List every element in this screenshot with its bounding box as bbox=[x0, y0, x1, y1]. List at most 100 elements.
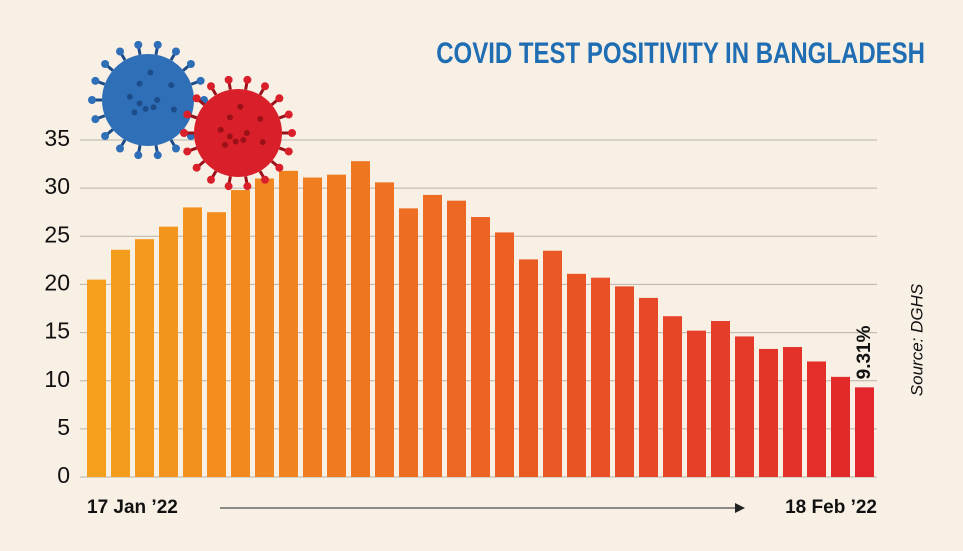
virus-dot bbox=[243, 130, 250, 136]
virus-spike-tip bbox=[207, 175, 215, 184]
virus-dot bbox=[222, 141, 229, 148]
virus-spike-tip bbox=[261, 82, 269, 91]
virus-spike-tip bbox=[134, 40, 143, 49]
bar bbox=[855, 387, 874, 477]
virus-spike-tip bbox=[284, 110, 293, 119]
virus-dot bbox=[237, 103, 244, 110]
bar bbox=[831, 376, 850, 477]
virus-spike-tip bbox=[186, 60, 195, 69]
source: Source: DGHS bbox=[907, 283, 926, 396]
y-tick-label: 30 bbox=[44, 173, 70, 199]
virus-body bbox=[102, 54, 194, 146]
bar bbox=[471, 217, 490, 477]
bar bbox=[87, 279, 106, 477]
bar bbox=[327, 174, 346, 478]
virus-dot bbox=[226, 114, 233, 121]
virus-spike-tip bbox=[116, 144, 124, 153]
bars bbox=[87, 161, 874, 478]
bar bbox=[759, 348, 778, 477]
y-tick-label: 35 bbox=[44, 125, 70, 151]
virus-spike-tip bbox=[224, 182, 233, 191]
virus-dot bbox=[136, 80, 143, 87]
bar bbox=[735, 336, 754, 477]
bar bbox=[231, 190, 250, 477]
virus-spike-tip bbox=[192, 163, 201, 172]
virus-spike-tip bbox=[243, 182, 252, 191]
virus-spike-tip bbox=[116, 47, 124, 56]
virus-spike-tip bbox=[180, 129, 188, 137]
bar bbox=[639, 297, 658, 477]
bar bbox=[255, 178, 274, 477]
arrow-head bbox=[735, 503, 745, 513]
virus-dot bbox=[168, 82, 175, 89]
bar bbox=[663, 316, 682, 477]
bar bbox=[303, 177, 322, 477]
virus-spike-tip bbox=[101, 131, 110, 140]
virus-spike-tip bbox=[134, 151, 143, 160]
bar bbox=[351, 161, 370, 477]
y-tick-label: 15 bbox=[44, 318, 70, 344]
bar bbox=[159, 226, 178, 477]
virus-dot bbox=[259, 139, 266, 146]
y-tick-label: 5 bbox=[57, 414, 70, 440]
virus-spike-tip bbox=[183, 147, 192, 156]
virus-spike-tip bbox=[153, 151, 162, 160]
virus-spike-tip bbox=[91, 115, 100, 124]
virus-spike-tip bbox=[243, 75, 252, 84]
virus-spike-tip bbox=[88, 96, 96, 104]
virus-dot bbox=[136, 100, 143, 107]
y-tick-label: 0 bbox=[57, 462, 70, 488]
virus-dot bbox=[217, 126, 224, 133]
bar bbox=[543, 250, 562, 477]
virus-dot bbox=[240, 136, 247, 143]
virus-dot bbox=[154, 97, 161, 103]
x-tick-label: 17 Jan ’22 bbox=[87, 497, 178, 518]
virus-spike-tip bbox=[153, 40, 162, 49]
virus-spike-tip bbox=[207, 82, 215, 91]
virus-dot bbox=[257, 115, 264, 122]
bar bbox=[495, 232, 514, 477]
virus-spike-tip bbox=[91, 76, 100, 85]
virus-dot bbox=[131, 109, 138, 116]
virus-spike-tip bbox=[196, 76, 205, 85]
bar bbox=[567, 273, 586, 477]
x-tick-label: 18 Feb ’22 bbox=[785, 497, 877, 518]
virus-spike-tip bbox=[101, 60, 110, 69]
virus-spike-tip bbox=[192, 94, 201, 103]
virus-dot bbox=[147, 69, 154, 76]
virus-dot bbox=[150, 104, 157, 111]
virus-dot bbox=[232, 138, 239, 145]
virus-spike-tip bbox=[224, 75, 233, 84]
bar bbox=[111, 249, 130, 477]
bar bbox=[207, 212, 226, 477]
y-tick-label: 20 bbox=[44, 270, 70, 296]
virus-spike-tip bbox=[172, 47, 180, 56]
bar bbox=[591, 277, 610, 477]
virus-illustration bbox=[88, 40, 296, 191]
chart-title: COVID TEST POSITIVITY IN BANGLADESH bbox=[436, 35, 925, 69]
bar bbox=[519, 259, 538, 477]
virus-spike-tip bbox=[275, 163, 284, 172]
bar bbox=[183, 207, 202, 477]
bar bbox=[135, 239, 154, 477]
virus-dot bbox=[142, 105, 149, 112]
virus-spike-tip bbox=[288, 129, 296, 137]
virus-spike-tip bbox=[275, 94, 284, 103]
virus-spike-tip bbox=[172, 144, 180, 153]
bar bbox=[399, 208, 418, 477]
bar bbox=[375, 182, 394, 477]
value-label: 9.31% bbox=[854, 325, 875, 379]
bar bbox=[783, 347, 802, 477]
bar bbox=[447, 200, 466, 477]
bar bbox=[687, 330, 706, 477]
bar bbox=[711, 321, 730, 477]
virus-body bbox=[194, 89, 282, 177]
y-tick-label: 10 bbox=[44, 366, 70, 392]
virus-dot bbox=[170, 106, 177, 113]
virus-dot bbox=[226, 133, 233, 140]
virus-spike-tip bbox=[261, 175, 269, 184]
bar bbox=[279, 170, 298, 477]
virus-spike-tip bbox=[284, 147, 293, 156]
virus-spike-tip bbox=[183, 110, 192, 119]
